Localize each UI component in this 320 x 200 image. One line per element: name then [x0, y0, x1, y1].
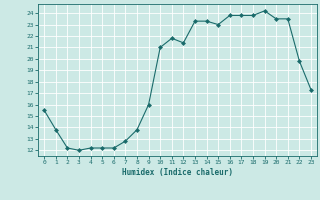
X-axis label: Humidex (Indice chaleur): Humidex (Indice chaleur) [122, 168, 233, 177]
